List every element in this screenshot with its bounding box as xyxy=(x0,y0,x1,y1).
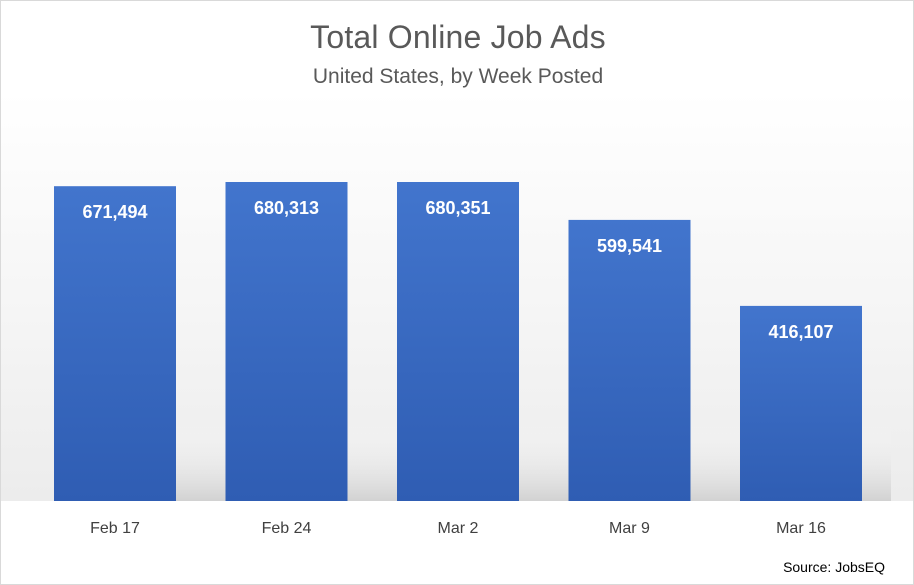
chart-title: Total Online Job Ads xyxy=(310,19,606,55)
x-tick-label: Mar 9 xyxy=(609,520,650,537)
data-label: 671,494 xyxy=(82,202,147,222)
bars-group: 671,494 Feb 17 680,313 Feb 24 680,351 Mar 2 59… xyxy=(54,182,862,537)
data-label: 680,313 xyxy=(254,198,319,218)
x-tick-label: Feb 24 xyxy=(262,520,312,537)
x-tick-label: Mar 16 xyxy=(776,520,826,537)
x-tick-label: Mar 2 xyxy=(438,520,479,537)
data-label: 680,351 xyxy=(425,198,490,218)
bar-feb-17 xyxy=(54,186,176,501)
chart-subtitle: United States, by Week Posted xyxy=(312,65,604,88)
bar-mar-9 xyxy=(568,219,691,501)
data-label: 416,107 xyxy=(768,322,833,342)
data-label: 599,541 xyxy=(597,236,662,256)
bar-mar-2 xyxy=(397,182,519,501)
bar-mar-16 xyxy=(740,305,862,501)
bar-feb-24 xyxy=(225,182,348,501)
x-tick-label: Feb 17 xyxy=(90,520,140,537)
source-note: Source: JobsEQ xyxy=(783,559,885,575)
